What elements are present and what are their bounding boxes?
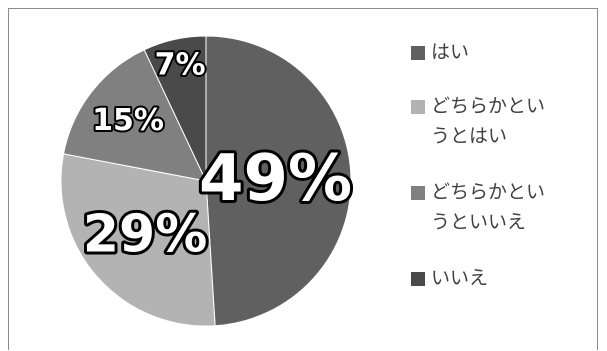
legend-swatch [411,186,425,200]
label-rather-no: 15% [92,103,164,138]
legend-label-cont: うとはい [431,125,508,147]
legend-item-no: いいえ [409,263,591,293]
slice-rather-yes [60,153,216,327]
legend-swatch [411,100,425,114]
label-yes: 49% [199,142,352,216]
legend-label: どちらかとい [431,95,546,117]
legend-item-rather-no: どちらかとい うといいえ [409,177,591,237]
legend-item-rather-yes: どちらかとい うとはい [409,91,591,151]
legend-swatch [411,272,425,286]
legend-label: どちらかとい [431,181,546,203]
slice-no [143,35,207,182]
legend-label-cont: うといいえ [431,211,527,233]
chart-frame: 49% 29% 15% 7% はい どちらかとい うとはい どちらかとい うといいえ … [8,8,598,350]
label-no: 7% [155,47,206,82]
slice-rather-no [62,49,207,182]
legend-swatch [411,46,425,60]
legend-label: いいえ [431,267,489,289]
pie-chart: 49%29% 15% 7% [60,35,355,327]
slice-yes [205,35,352,327]
legend-label: はい [431,41,470,63]
legend: はい どちらかとい うとはい どちらかとい うといいえ いいえ [409,37,599,317]
legend-item-yes: はい [409,37,591,67]
label-rather-yes: 29% [83,205,207,265]
